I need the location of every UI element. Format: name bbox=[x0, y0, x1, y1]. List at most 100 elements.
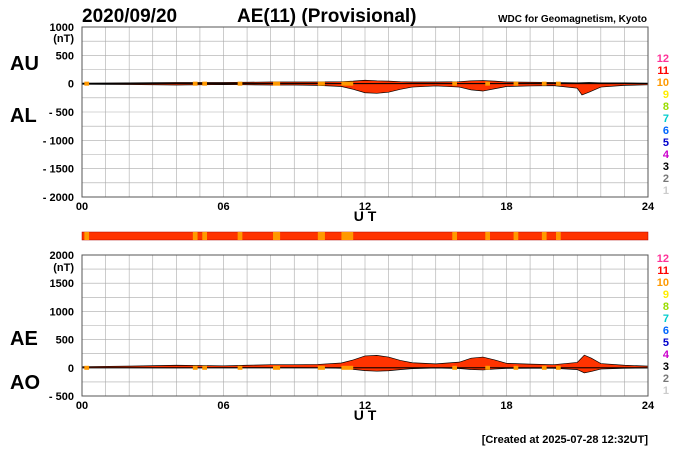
units-label: (nT) bbox=[53, 33, 74, 45]
x-tick-label: 00 bbox=[76, 400, 88, 412]
series-fill-segment bbox=[556, 81, 561, 86]
series-fill-segment bbox=[541, 365, 547, 370]
x-tick-label: 18 bbox=[500, 400, 512, 412]
series-fill-segment bbox=[273, 81, 281, 86]
station-count-label: 8 bbox=[663, 301, 669, 313]
series-fill-segment bbox=[513, 81, 519, 86]
y-tick-label: 500 bbox=[56, 335, 74, 347]
x-tick-label: 06 bbox=[217, 201, 229, 213]
y-tick-label: 0 bbox=[68, 363, 74, 375]
series-fill-segment bbox=[485, 365, 490, 370]
strip-segment bbox=[541, 232, 547, 240]
y-tick-label: - 1000 bbox=[43, 135, 74, 147]
station-count-label: 3 bbox=[663, 161, 669, 173]
strip-background bbox=[81, 231, 649, 241]
series-area-al bbox=[81, 83, 649, 96]
station-count-label: 1 bbox=[663, 385, 669, 397]
series-fill-segment bbox=[317, 81, 325, 86]
station-count-label: 7 bbox=[663, 113, 669, 125]
strip-segment bbox=[556, 232, 561, 240]
series-fill-segment bbox=[192, 365, 198, 370]
x-axis-label: U T bbox=[354, 208, 377, 224]
series-fill-segment bbox=[192, 81, 198, 86]
series-fill-segment bbox=[84, 81, 90, 86]
strip-segment bbox=[273, 232, 281, 240]
x-tick-label: 12 bbox=[359, 400, 371, 412]
station-count-label: 9 bbox=[663, 89, 669, 101]
station-count-label: 2 bbox=[663, 373, 669, 385]
station-count-label: 7 bbox=[663, 313, 669, 325]
strip-segment bbox=[452, 232, 457, 240]
series-fill-segment bbox=[317, 365, 325, 370]
created-timestamp: [Created at 2025-07-28 12:32UT] bbox=[482, 434, 649, 446]
station-count-label: 11 bbox=[657, 265, 669, 277]
station-count-label: 12 bbox=[657, 53, 669, 65]
station-count-label: 6 bbox=[663, 325, 669, 337]
data-source: WDC for Geomagnetism, Kyoto bbox=[498, 14, 647, 25]
series-fill-segment bbox=[513, 365, 519, 370]
strip-segment bbox=[513, 232, 519, 240]
upper-series-label: AU bbox=[10, 53, 39, 75]
x-tick-label: 12 bbox=[359, 201, 371, 213]
lower-series-label: AO bbox=[10, 372, 40, 394]
y-tick-label: 1500 bbox=[50, 278, 74, 290]
ae-ao-panel: AE AO (nT) U T 2000 1500 1000 500 0 - 500 00 0… bbox=[10, 250, 655, 423]
y-tick-label: 1000 bbox=[50, 22, 74, 34]
series-fill-segment bbox=[341, 81, 354, 86]
chart-date: 2020/09/20 bbox=[82, 6, 177, 27]
plot-frame bbox=[81, 254, 649, 397]
station-count-label: 8 bbox=[663, 101, 669, 113]
units-label: (nT) bbox=[53, 262, 74, 274]
x-tick-label: 06 bbox=[217, 400, 229, 412]
station-count-label: 10 bbox=[657, 277, 669, 289]
y-tick-label: - 2000 bbox=[43, 192, 74, 204]
series-fill-segment bbox=[273, 365, 281, 370]
au-al-panel: AU AL (nT) U T 1000 500 0 - 500 - 1000 - 1500… bbox=[10, 22, 655, 224]
series-fill-segment bbox=[452, 365, 457, 370]
series-area-ae bbox=[81, 354, 649, 369]
station-count-strip bbox=[81, 231, 649, 241]
y-tick-label: 0 bbox=[68, 79, 74, 91]
x-tick-label: 24 bbox=[642, 400, 655, 412]
series-fill-segment bbox=[202, 81, 207, 86]
strip-segment bbox=[192, 232, 198, 240]
series-fill-segment bbox=[556, 365, 561, 370]
upper-series-label: AE bbox=[10, 328, 38, 350]
strip-segment bbox=[237, 232, 243, 240]
x-tick-label: 18 bbox=[500, 201, 512, 213]
series-area-au bbox=[81, 79, 649, 85]
strip-segment bbox=[202, 232, 207, 240]
station-count-label: 1 bbox=[663, 185, 669, 197]
station-count-label: 5 bbox=[663, 337, 669, 349]
strip-segment bbox=[84, 232, 90, 240]
series-fill-segment bbox=[237, 365, 243, 370]
station-count-label: 9 bbox=[663, 289, 669, 301]
series-fill-segment bbox=[84, 365, 90, 370]
station-count-label: 3 bbox=[663, 361, 669, 373]
y-tick-label: 2000 bbox=[50, 250, 74, 262]
strip-segment bbox=[341, 232, 354, 240]
y-tick-label: - 500 bbox=[49, 391, 74, 403]
station-count-label: 5 bbox=[663, 137, 669, 149]
y-tick-label: 500 bbox=[56, 50, 74, 62]
chart-title: AE(11) (Provisional) bbox=[237, 6, 417, 27]
y-tick-label: - 500 bbox=[49, 107, 74, 119]
station-count-label: 12 bbox=[657, 253, 669, 265]
series-fill-segment bbox=[341, 365, 354, 370]
y-tick-label: 1000 bbox=[50, 306, 74, 318]
station-count-label: 2 bbox=[663, 173, 669, 185]
x-axis-label: U T bbox=[354, 407, 377, 423]
station-count-label: 4 bbox=[663, 149, 670, 161]
x-tick-label: 24 bbox=[642, 201, 655, 213]
station-count-label: 4 bbox=[663, 349, 670, 361]
station-count-label: 10 bbox=[657, 77, 669, 89]
series-fill-segment bbox=[541, 81, 547, 86]
y-tick-label: - 1500 bbox=[43, 164, 74, 176]
series-fill-segment bbox=[237, 81, 243, 86]
series-fill-segment bbox=[485, 81, 490, 86]
series-fill-segment bbox=[202, 365, 207, 370]
station-count-label: 6 bbox=[663, 125, 669, 137]
series-fill-segment bbox=[452, 81, 457, 86]
